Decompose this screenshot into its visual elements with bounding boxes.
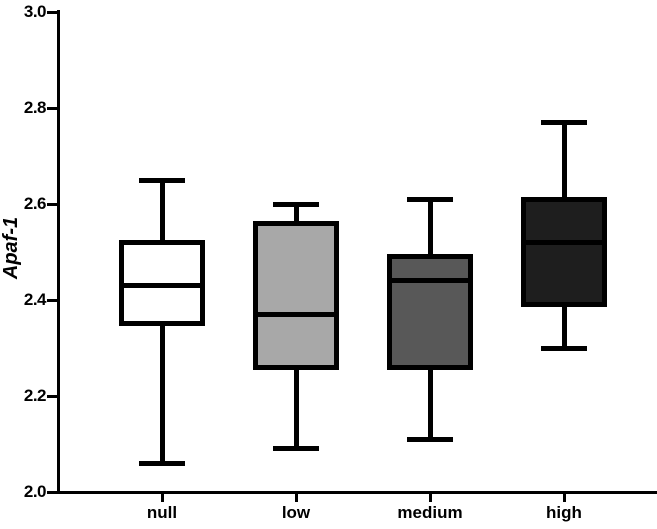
whisker-cap-bottom-low	[273, 446, 319, 452]
y-tick-mark	[47, 106, 57, 110]
whisker-cap-bottom-medium	[407, 436, 453, 442]
x-tick-mark	[428, 494, 432, 502]
median-line-high	[526, 239, 602, 245]
x-axis-line	[57, 491, 657, 494]
y-tick-label: 2.8	[23, 98, 47, 117]
whisker-cap-top-low	[273, 201, 319, 207]
whisker-cap-bottom-null	[139, 460, 185, 466]
box-low	[253, 220, 339, 370]
y-tick-mark	[47, 202, 57, 206]
y-tick-mark	[47, 298, 57, 302]
y-tick-mark	[47, 10, 57, 14]
y-tick-label: 2.0	[23, 482, 47, 501]
whisker-cap-bottom-high	[541, 345, 587, 351]
x-tick-mark	[562, 494, 566, 502]
box-medium	[387, 254, 473, 370]
y-tick-mark	[47, 490, 57, 494]
box-high	[521, 196, 607, 308]
y-tick-label: 2.4	[23, 290, 47, 309]
y-tick-mark	[47, 394, 57, 398]
x-tick-label-null: null	[146, 503, 178, 522]
median-line-low	[258, 311, 334, 317]
x-tick-mark	[160, 494, 164, 502]
x-tick-label-low: low	[281, 503, 311, 522]
y-axis-line	[57, 10, 60, 494]
whisker-cap-top-null	[139, 177, 185, 183]
y-tick-label: 2.2	[23, 386, 47, 405]
whisker-cap-top-medium	[407, 196, 453, 202]
x-tick-label-high: high	[546, 503, 582, 522]
y-tick-label: 3.0	[23, 2, 47, 21]
median-line-null	[124, 283, 200, 289]
x-tick-label-medium: medium	[397, 503, 463, 522]
median-line-medium	[392, 278, 468, 284]
whisker-cap-top-high	[541, 119, 587, 125]
x-tick-mark	[294, 494, 298, 502]
y-tick-label: 2.6	[23, 194, 47, 213]
